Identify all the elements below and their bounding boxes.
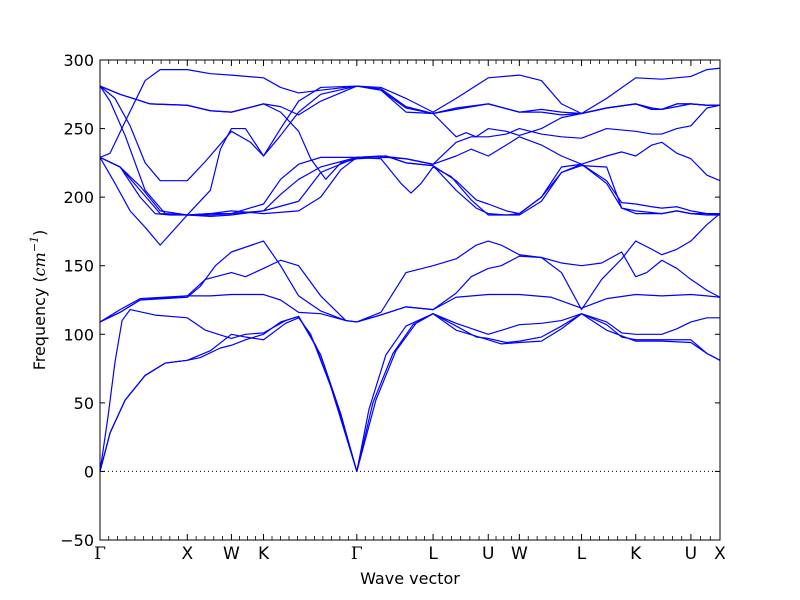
x-symmetry-label: X [714,544,726,564]
y-tick-label: −50 [60,531,94,550]
y-axis-label-unit: cm [30,252,49,276]
x-symmetry-label: U [482,544,494,564]
x-symmetry-label: W [223,544,240,564]
x-symmetry-label: K [630,544,642,564]
y-tick-label: 200 [63,188,94,207]
x-symmetry-label: X [181,544,193,564]
y-axis-label-open: ( [30,276,49,287]
y-tick-label: 0 [84,462,94,481]
plot-frame [99,59,721,541]
y-tick-label: 150 [63,257,94,276]
phonon-branch-8 [100,155,720,216]
y-axis-label-close: ) [30,230,49,236]
y-tick-label: 300 [63,51,94,70]
phonon-branch-10 [100,136,720,216]
phonon-branch-4 [100,293,720,323]
x-symmetry-label: Γ [94,544,106,564]
x-axis-label: Wave vector [360,569,460,588]
x-symmetry-label: K [258,544,270,564]
phonon-branch-1 [100,313,720,473]
y-tick-label: 250 [63,120,94,139]
x-symmetry-label: W [511,544,528,564]
phonon-branch-9 [100,156,720,246]
phonon-branch-2 [100,313,720,473]
phonon-branch-6 [100,240,720,323]
phonon-branch-13 [100,85,720,116]
phonon-branch-7 [100,155,720,216]
x-symmetry-label: L [577,544,587,564]
x-symmetry-label: U [685,544,697,564]
y-tick-label: 100 [63,325,94,344]
y-tick-label: 50 [74,394,94,413]
y-axis-label-unit-exp: −1 [28,236,41,252]
x-symmetry-label: Γ [351,544,363,564]
phonon-branch-3 [100,309,720,473]
phonon-branch-5 [100,213,720,323]
phonon-branch-11 [100,67,720,158]
x-symmetry-label: L [428,544,438,564]
y-axis-label-text: Frequency [30,288,49,371]
phonon-branch-15 [100,85,720,182]
y-axis-label: Frequency (cm−1) [28,230,49,371]
